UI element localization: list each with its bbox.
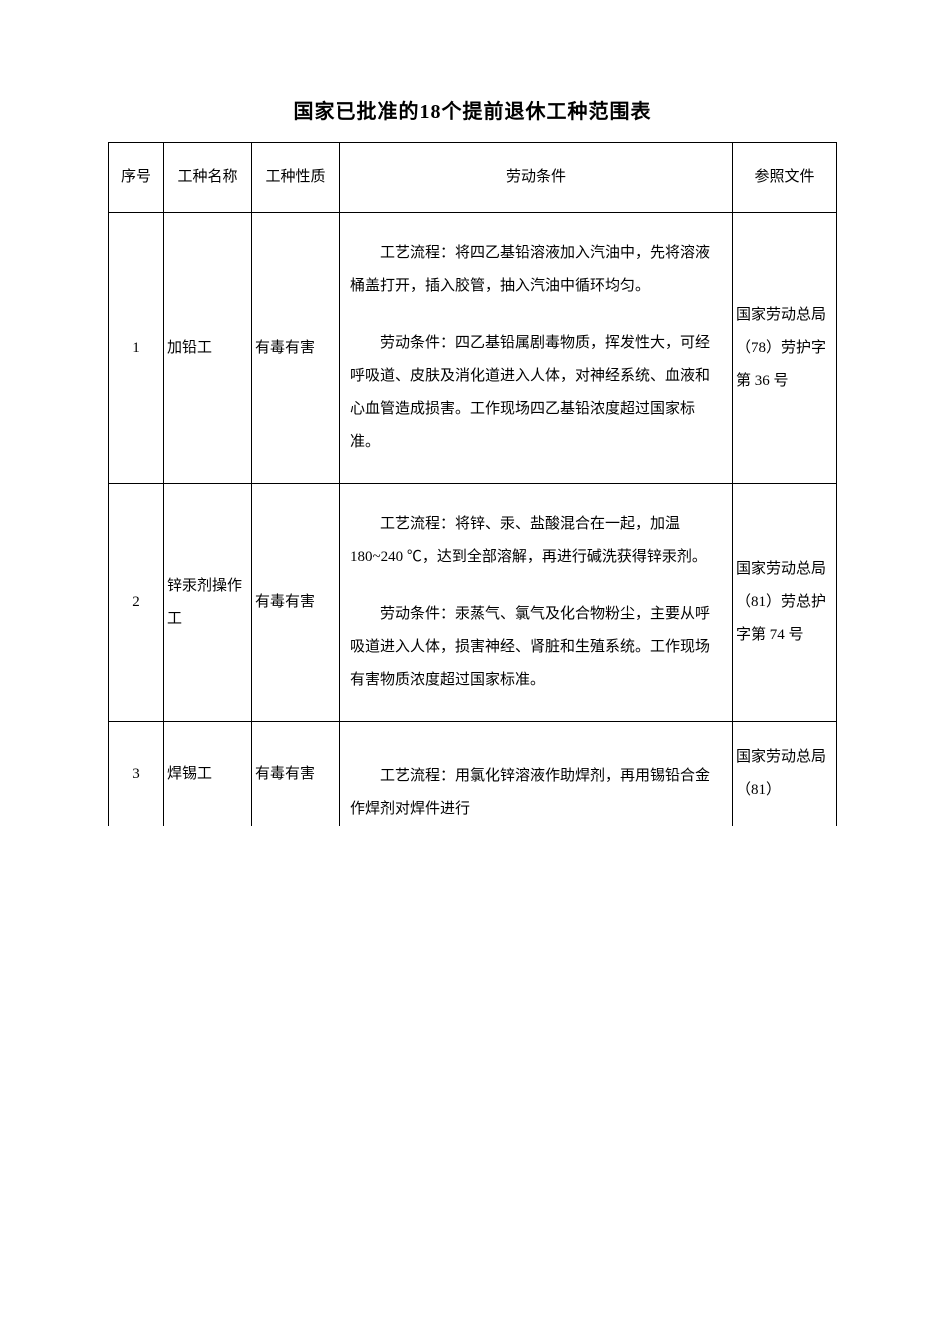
cell-name: 焊锡工 <box>164 722 252 827</box>
page-title: 国家已批准的18个提前退休工种范围表 <box>108 95 837 124</box>
cell-name: 锌汞剂操作工 <box>164 484 252 722</box>
table-row: 2 锌汞剂操作工 有毒有害 工艺流程：将锌、汞、盐酸混合在一起，加温 180~2… <box>109 484 837 722</box>
cell-num: 2 <box>109 484 164 722</box>
cell-ref: 国家劳动总局（78）劳护字第 36 号 <box>733 213 837 484</box>
table-row: 1 加铅工 有毒有害 工艺流程：将四乙基铅溶液加入汽油中，先将溶液桶盖打开，插入… <box>109 213 837 484</box>
cond-paragraph: 工艺流程：用氯化锌溶液作助焊剂，再用锡铅合金作焊剂对焊件进行 <box>350 760 722 826</box>
cell-cond: 工艺流程：将锌、汞、盐酸混合在一起，加温 180~240 ℃，达到全部溶解，再进… <box>340 484 733 722</box>
cell-nature: 有毒有害 <box>252 484 340 722</box>
cell-ref: 国家劳动总局（81） <box>733 722 837 827</box>
table-row: 3 焊锡工 有毒有害 工艺流程：用氯化锌溶液作助焊剂，再用锡铅合金作焊剂对焊件进… <box>109 722 837 827</box>
cell-nature: 有毒有害 <box>252 722 340 827</box>
cond-paragraph: 劳动条件：四乙基铅属剧毒物质，挥发性大，可经呼吸道、皮肤及消化道进入人体，对神经… <box>350 327 722 459</box>
col-header-nature: 工种性质 <box>252 143 340 213</box>
cell-name: 加铅工 <box>164 213 252 484</box>
table-header-row: 序号 工种名称 工种性质 劳动条件 参照文件 <box>109 143 837 213</box>
col-header-num: 序号 <box>109 143 164 213</box>
cond-paragraph: 工艺流程：将锌、汞、盐酸混合在一起，加温 180~240 ℃，达到全部溶解，再进… <box>350 508 722 574</box>
cell-num: 1 <box>109 213 164 484</box>
col-header-cond: 劳动条件 <box>340 143 733 213</box>
cell-nature: 有毒有害 <box>252 213 340 484</box>
cell-ref: 国家劳动总局（81）劳总护字第 74 号 <box>733 484 837 722</box>
occupations-table: 序号 工种名称 工种性质 劳动条件 参照文件 1 加铅工 有毒有害 工艺流程：将… <box>108 142 837 826</box>
col-header-ref: 参照文件 <box>733 143 837 213</box>
cell-num: 3 <box>109 722 164 827</box>
col-header-name: 工种名称 <box>164 143 252 213</box>
cell-cond: 工艺流程：将四乙基铅溶液加入汽油中，先将溶液桶盖打开，插入胶管，抽入汽油中循环均… <box>340 213 733 484</box>
cell-cond: 工艺流程：用氯化锌溶液作助焊剂，再用锡铅合金作焊剂对焊件进行 <box>340 722 733 827</box>
cond-paragraph: 工艺流程：将四乙基铅溶液加入汽油中，先将溶液桶盖打开，插入胶管，抽入汽油中循环均… <box>350 237 722 303</box>
cond-paragraph: 劳动条件：汞蒸气、氯气及化合物粉尘，主要从呼吸道进入人体，损害神经、肾脏和生殖系… <box>350 598 722 697</box>
